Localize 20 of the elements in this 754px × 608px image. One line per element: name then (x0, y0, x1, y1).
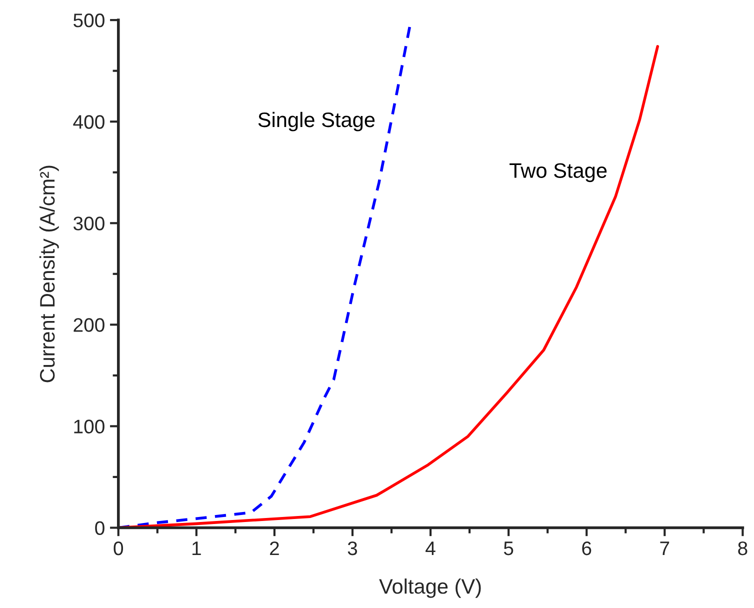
x-tick-label: 4 (426, 542, 436, 556)
series-label: Two Stage (510, 163, 607, 182)
y-tick-label: 300 (73, 216, 104, 230)
series-label: Single Stage (258, 112, 375, 132)
x-tick-label: 5 (504, 542, 514, 556)
x-axis-title: Voltage (V) (379, 578, 481, 598)
y-tick-label: 500 (74, 14, 104, 28)
y-tick-label: 0 (95, 521, 104, 535)
y-axis-title: Current Density (A/cm²) (39, 166, 59, 382)
x-tick-label: 8 (738, 541, 748, 556)
x-tick-label: 6 (582, 541, 592, 556)
y-tick-label: 100 (74, 420, 104, 434)
x-tick-label: 3 (348, 541, 358, 556)
y-tick-label: 400 (73, 115, 104, 129)
y-tick-label: 200 (74, 318, 104, 332)
x-tick-label: 7 (660, 542, 670, 556)
x-tick-label: 1 (192, 542, 201, 556)
x-tick-label: 2 (270, 541, 279, 556)
x-tick-label: 0 (114, 541, 124, 556)
line-series (118, 45, 660, 528)
